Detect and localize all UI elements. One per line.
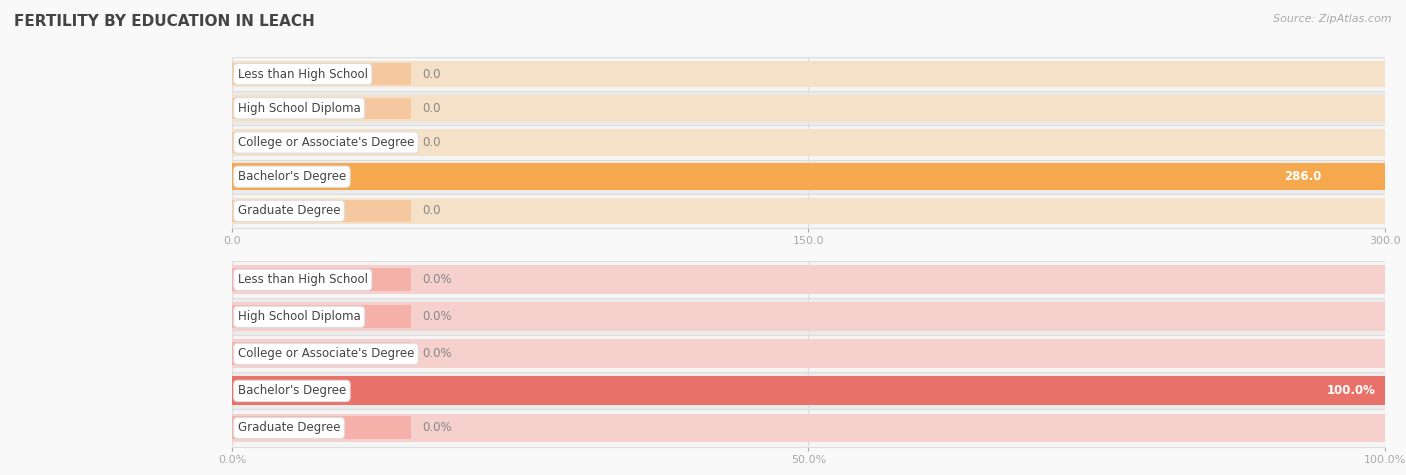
FancyBboxPatch shape: [232, 91, 1385, 125]
Text: College or Associate's Degree: College or Associate's Degree: [238, 347, 415, 361]
FancyBboxPatch shape: [232, 160, 1385, 194]
Bar: [232, 166, 1331, 187]
Bar: [232, 268, 411, 291]
FancyBboxPatch shape: [232, 57, 1385, 91]
FancyBboxPatch shape: [232, 335, 1385, 372]
Text: Less than High School: Less than High School: [238, 273, 368, 286]
Text: 100.0%: 100.0%: [1327, 384, 1375, 398]
Text: 0.0%: 0.0%: [422, 310, 451, 323]
Text: 0.0: 0.0: [422, 67, 440, 81]
Bar: [232, 163, 1385, 190]
Bar: [232, 129, 1385, 156]
FancyBboxPatch shape: [232, 298, 1385, 335]
Text: 0.0: 0.0: [422, 136, 440, 149]
Text: Bachelor's Degree: Bachelor's Degree: [238, 384, 346, 398]
Bar: [232, 340, 1385, 368]
Bar: [232, 64, 411, 85]
Bar: [232, 377, 1385, 405]
Bar: [232, 198, 1385, 224]
Text: High School Diploma: High School Diploma: [238, 102, 360, 115]
Text: 0.0: 0.0: [422, 102, 440, 115]
Bar: [232, 266, 1385, 294]
Text: Graduate Degree: Graduate Degree: [238, 421, 340, 435]
Text: 286.0: 286.0: [1285, 170, 1322, 183]
Bar: [232, 200, 411, 221]
FancyBboxPatch shape: [232, 261, 1385, 298]
Text: 0.0%: 0.0%: [422, 347, 451, 361]
Text: Bachelor's Degree: Bachelor's Degree: [238, 170, 346, 183]
FancyBboxPatch shape: [232, 409, 1385, 446]
FancyBboxPatch shape: [232, 372, 1385, 409]
Text: 0.0%: 0.0%: [422, 273, 451, 286]
Bar: [232, 305, 411, 328]
Text: Graduate Degree: Graduate Degree: [238, 204, 340, 218]
Bar: [232, 303, 1385, 331]
Bar: [232, 414, 1385, 442]
Text: 0.0: 0.0: [422, 204, 440, 218]
Text: 0.0%: 0.0%: [422, 421, 451, 435]
Bar: [232, 342, 411, 365]
Text: Source: ZipAtlas.com: Source: ZipAtlas.com: [1274, 14, 1392, 24]
FancyBboxPatch shape: [232, 125, 1385, 160]
Bar: [232, 132, 411, 153]
Text: High School Diploma: High School Diploma: [238, 310, 360, 323]
FancyBboxPatch shape: [232, 194, 1385, 228]
Text: Less than High School: Less than High School: [238, 67, 368, 81]
Bar: [232, 61, 1385, 87]
Bar: [232, 417, 411, 439]
Bar: [232, 95, 1385, 122]
Text: College or Associate's Degree: College or Associate's Degree: [238, 136, 415, 149]
Text: FERTILITY BY EDUCATION IN LEACH: FERTILITY BY EDUCATION IN LEACH: [14, 14, 315, 29]
Bar: [232, 98, 411, 119]
Bar: [232, 380, 1385, 402]
